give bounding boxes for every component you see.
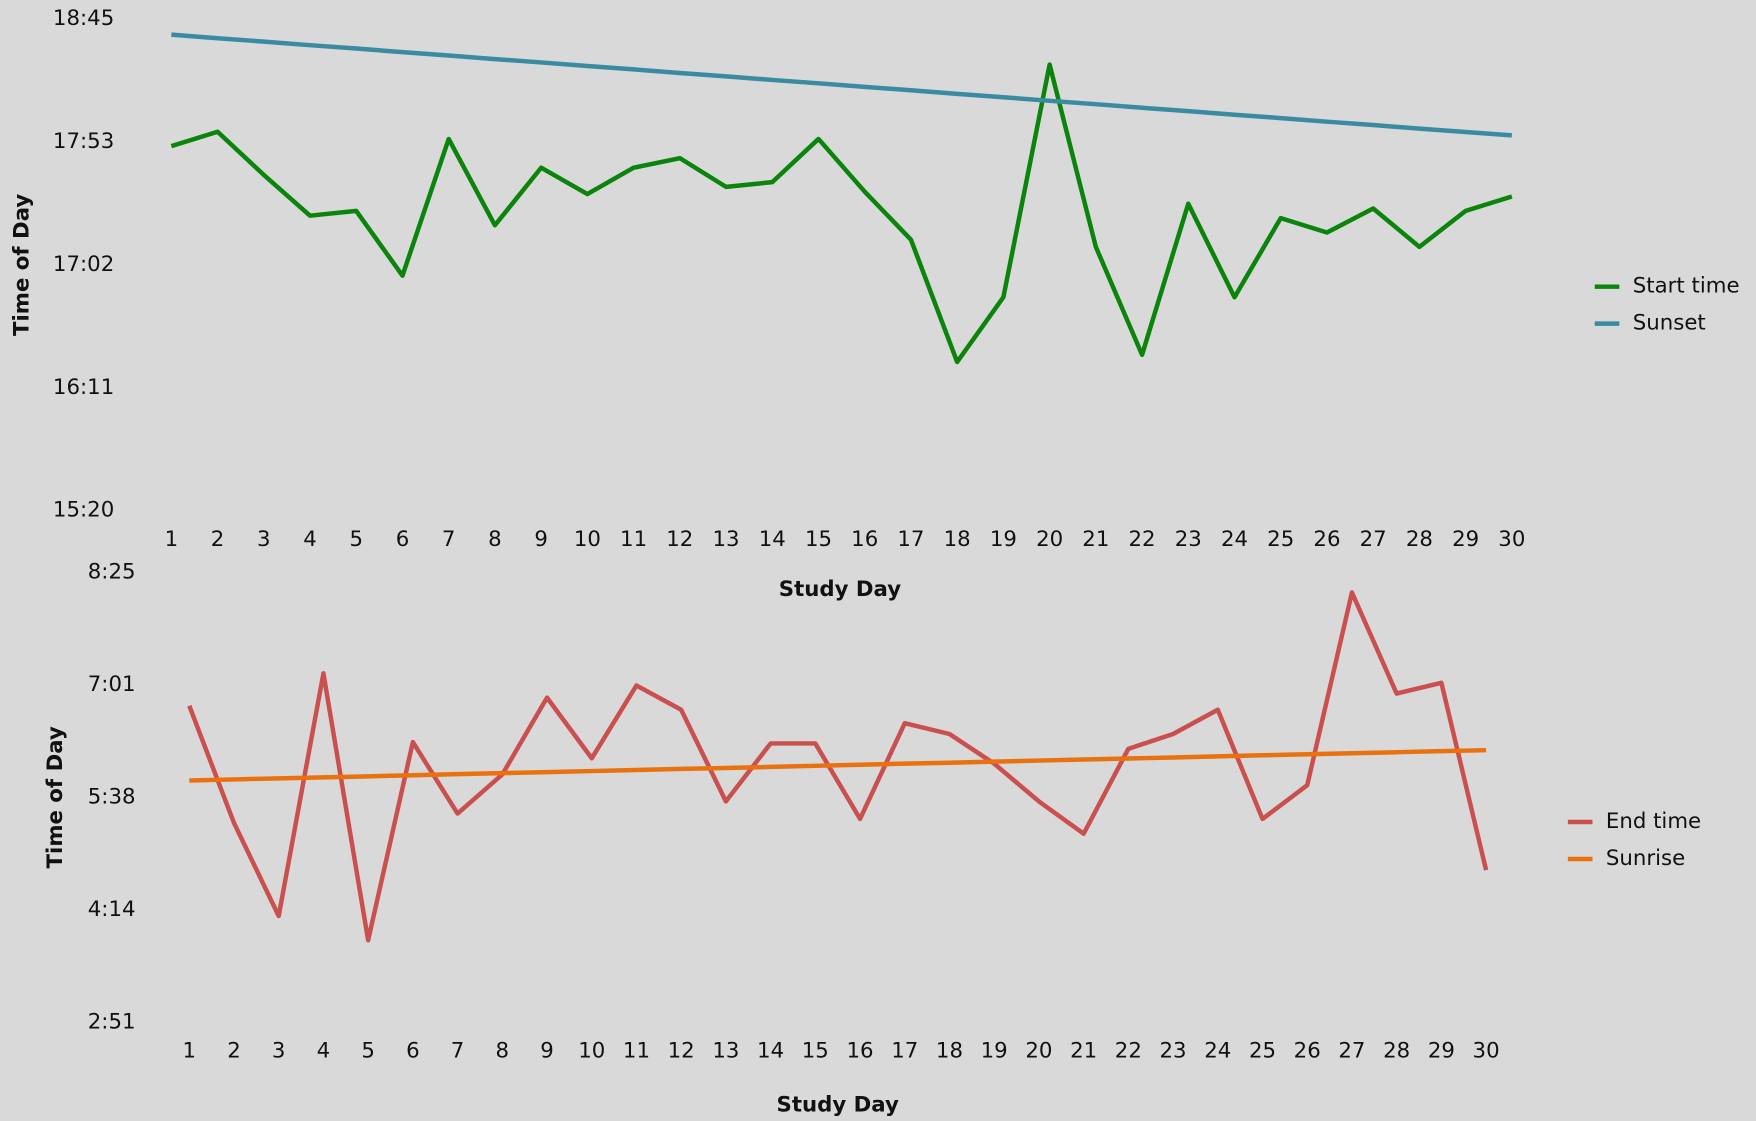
y-axis-title: Time of Day: [9, 194, 34, 336]
legend-label: Start time: [1633, 274, 1740, 299]
y-tick-label: 2:51: [88, 1009, 136, 1034]
x-tick-label: 6: [396, 527, 410, 552]
x-tick-label: 26: [1313, 527, 1340, 552]
x-axis-title: Study Day: [779, 577, 901, 602]
x-tick-label: 5: [361, 1039, 375, 1064]
x-tick-label: 18: [936, 1039, 963, 1064]
x-tick-label: 27: [1338, 1039, 1365, 1064]
y-tick-label: 15:20: [53, 498, 114, 523]
y-tick-label: 8:25: [88, 559, 136, 584]
x-tick-label: 21: [1070, 1039, 1097, 1064]
x-tick-label: 27: [1360, 527, 1387, 552]
y-axis-title: Time of Day: [43, 726, 68, 868]
x-tick-label: 10: [574, 527, 601, 552]
line-series: [170, 62, 1513, 365]
x-tick-label: 29: [1452, 527, 1479, 552]
x-tick-label: 20: [1036, 527, 1063, 552]
line-series: [189, 747, 1487, 783]
x-tick-label: 13: [712, 1039, 739, 1064]
x-tick-label: 13: [713, 527, 740, 552]
x-tick-label: 1: [183, 1039, 197, 1064]
x-tick-label: 10: [578, 1039, 605, 1064]
x-tick-label: 12: [668, 1039, 695, 1064]
x-tick-label: 22: [1115, 1039, 1142, 1064]
x-tick-label: 24: [1221, 527, 1248, 552]
legend-label: End time: [1606, 809, 1701, 834]
x-tick-label: 19: [990, 527, 1017, 552]
legend-label: Sunrise: [1606, 846, 1685, 871]
y-tick-label: 4:14: [88, 897, 136, 922]
x-tick-label: 2: [227, 1039, 241, 1064]
x-tick-label: 30: [1498, 527, 1525, 552]
y-tick-label: 17:02: [53, 252, 114, 277]
x-tick-label: 28: [1406, 527, 1433, 552]
x-tick-label: 8: [488, 527, 502, 552]
x-tick-label: 14: [759, 527, 786, 552]
x-tick-label: 19: [981, 1039, 1008, 1064]
x-tick-label: 11: [620, 527, 647, 552]
x-tick-label: 18: [944, 527, 971, 552]
x-tick-label: 26: [1294, 1039, 1321, 1064]
x-tick-label: 17: [891, 1039, 918, 1064]
x-tick-label: 25: [1249, 1039, 1276, 1064]
legend-label: Sunset: [1633, 311, 1706, 336]
y-tick-label: 18:45: [53, 6, 114, 31]
x-tick-label: 14: [757, 1039, 784, 1064]
x-tick-label: 5: [349, 527, 363, 552]
x-tick-label: 29: [1428, 1039, 1455, 1064]
x-tick-label: 7: [442, 527, 456, 552]
line-series: [171, 32, 1513, 138]
x-tick-label: 6: [406, 1039, 420, 1064]
x-tick-label: 3: [272, 1039, 286, 1064]
x-tick-label: 16: [847, 1039, 874, 1064]
x-tick-label: 3: [257, 527, 271, 552]
x-tick-label: 16: [851, 527, 878, 552]
x-tick-label: 20: [1025, 1039, 1052, 1064]
y-tick-label: 5:38: [88, 784, 136, 809]
x-tick-label: 9: [534, 527, 548, 552]
x-tick-label: 2: [211, 527, 225, 552]
x-tick-label: 23: [1160, 1039, 1187, 1064]
x-tick-label: 30: [1473, 1039, 1500, 1064]
x-tick-label: 22: [1129, 527, 1156, 552]
x-tick-label: 7: [451, 1039, 465, 1064]
y-tick-label: 16:11: [53, 375, 114, 400]
x-tick-label: 15: [802, 1039, 829, 1064]
x-tick-label: 23: [1175, 527, 1202, 552]
x-tick-label: 28: [1383, 1039, 1410, 1064]
y-tick-label: 17:53: [53, 129, 114, 154]
x-tick-label: 25: [1267, 527, 1294, 552]
x-tick-label: 9: [540, 1039, 554, 1064]
x-axis-title: Study Day: [777, 1092, 899, 1117]
x-tick-label: 21: [1082, 527, 1109, 552]
x-tick-label: 4: [303, 527, 317, 552]
x-tick-label: 15: [805, 527, 832, 552]
x-tick-label: 24: [1204, 1039, 1231, 1064]
x-tick-label: 11: [623, 1039, 650, 1064]
x-tick-label: 4: [317, 1039, 331, 1064]
x-tick-label: 1: [165, 527, 179, 552]
x-tick-label: 8: [496, 1039, 510, 1064]
x-tick-label: 12: [666, 527, 693, 552]
y-tick-label: 7:01: [88, 672, 136, 697]
x-tick-label: 17: [897, 527, 924, 552]
